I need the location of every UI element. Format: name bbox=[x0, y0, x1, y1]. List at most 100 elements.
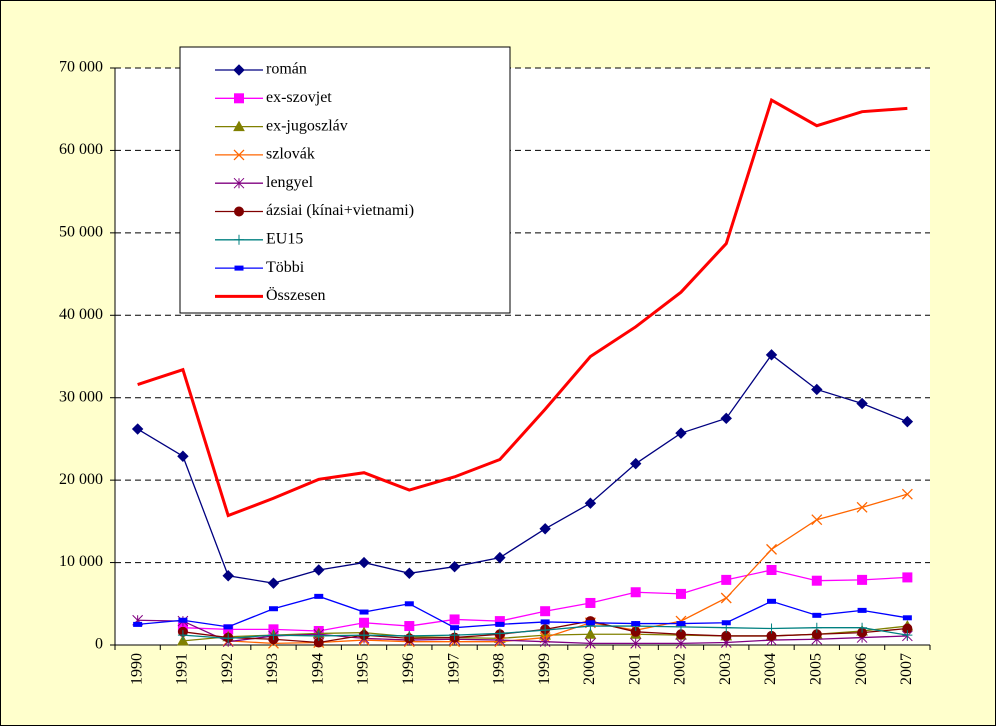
legend-label: román bbox=[266, 61, 307, 78]
marker bbox=[540, 625, 551, 636]
marker bbox=[811, 514, 823, 526]
marker bbox=[268, 606, 278, 612]
y-tick-label: 60 000 bbox=[59, 141, 103, 158]
y-tick-label: 30 000 bbox=[59, 388, 103, 405]
marker bbox=[856, 397, 868, 410]
legend-label: ex-szovjet bbox=[266, 89, 332, 106]
marker bbox=[584, 628, 597, 639]
marker bbox=[585, 620, 595, 626]
marker bbox=[131, 423, 144, 435]
marker bbox=[540, 619, 550, 625]
x-tick-label: 2001 bbox=[626, 653, 643, 685]
marker bbox=[539, 636, 551, 648]
marker bbox=[902, 572, 913, 583]
marker bbox=[720, 412, 732, 425]
y-tick-label: 50 000 bbox=[59, 224, 103, 241]
legend-label: lengyel bbox=[266, 174, 314, 191]
marker bbox=[630, 637, 642, 649]
marker bbox=[177, 630, 188, 641]
marker bbox=[856, 501, 868, 513]
legend-label: EU15 bbox=[266, 230, 303, 247]
marker bbox=[268, 630, 279, 641]
marker bbox=[314, 593, 324, 599]
marker bbox=[234, 93, 244, 104]
marker bbox=[675, 427, 687, 439]
marker bbox=[811, 383, 823, 396]
marker bbox=[223, 624, 233, 630]
legend-box bbox=[179, 46, 511, 314]
marker bbox=[857, 574, 868, 585]
marker bbox=[811, 575, 822, 586]
marker bbox=[267, 577, 280, 589]
marker bbox=[675, 637, 687, 649]
marker bbox=[495, 621, 505, 627]
marker bbox=[234, 234, 244, 245]
series-line bbox=[137, 97, 908, 518]
x-tick-label: 1991 bbox=[174, 653, 191, 685]
marker bbox=[901, 488, 913, 500]
series-line bbox=[137, 619, 908, 645]
x-tick-label: 2000 bbox=[581, 653, 598, 685]
x-tick-label: 1990 bbox=[128, 653, 145, 685]
marker bbox=[765, 349, 778, 361]
marker bbox=[539, 523, 551, 535]
marker bbox=[766, 623, 777, 634]
legend-label: Összesen bbox=[266, 286, 326, 304]
marker bbox=[767, 598, 777, 604]
marker bbox=[404, 601, 414, 607]
marker bbox=[448, 560, 461, 573]
marker bbox=[234, 206, 244, 217]
x-tick-label: 1994 bbox=[309, 653, 326, 685]
x-tick-label: 1995 bbox=[355, 653, 372, 685]
legend-label: ex-jugoszláv bbox=[266, 117, 348, 134]
y-tick-label: 70 000 bbox=[59, 59, 103, 76]
x-tick-label: 2002 bbox=[672, 653, 689, 685]
y-tick-label: 0 bbox=[95, 636, 103, 653]
marker bbox=[178, 617, 188, 623]
marker bbox=[359, 609, 369, 615]
marker bbox=[585, 597, 596, 608]
x-tick-label: 1997 bbox=[445, 653, 462, 685]
marker bbox=[857, 607, 867, 613]
marker bbox=[721, 574, 732, 585]
x-tick-label: 1992 bbox=[219, 653, 236, 685]
legend-label: Többi bbox=[266, 259, 305, 276]
marker bbox=[721, 630, 732, 641]
x-tick-label: 1996 bbox=[400, 653, 417, 685]
marker bbox=[449, 630, 460, 641]
marker bbox=[540, 606, 551, 617]
marker bbox=[631, 621, 641, 627]
marker bbox=[449, 614, 460, 625]
marker bbox=[233, 64, 245, 76]
marker bbox=[177, 450, 189, 462]
x-tick-label: 2005 bbox=[807, 653, 824, 685]
marker bbox=[223, 633, 234, 644]
x-tick-label: 2007 bbox=[898, 653, 915, 685]
series-line bbox=[137, 353, 908, 584]
marker bbox=[902, 630, 913, 641]
x-tick-label: 2006 bbox=[853, 653, 870, 685]
marker bbox=[313, 630, 324, 641]
x-tick-label: 1999 bbox=[536, 653, 553, 685]
marker bbox=[675, 588, 686, 599]
marker bbox=[857, 622, 868, 633]
marker bbox=[630, 587, 641, 598]
marker bbox=[313, 564, 325, 576]
marker bbox=[676, 621, 686, 627]
marker bbox=[233, 177, 245, 189]
series-line bbox=[228, 493, 908, 645]
marker bbox=[766, 543, 777, 555]
marker bbox=[766, 564, 777, 575]
marker bbox=[811, 622, 822, 633]
marker bbox=[359, 630, 370, 641]
marker bbox=[403, 567, 416, 579]
marker bbox=[222, 570, 234, 582]
marker bbox=[629, 457, 642, 470]
marker bbox=[901, 415, 914, 428]
y-tick-label: 20 000 bbox=[59, 471, 103, 488]
x-tick-label: 2004 bbox=[762, 653, 779, 685]
marker bbox=[585, 637, 596, 649]
legend-label: ázsiai (kínai+vietnami) bbox=[266, 202, 414, 219]
marker bbox=[720, 592, 732, 604]
legend-label: szlovák bbox=[266, 146, 315, 163]
